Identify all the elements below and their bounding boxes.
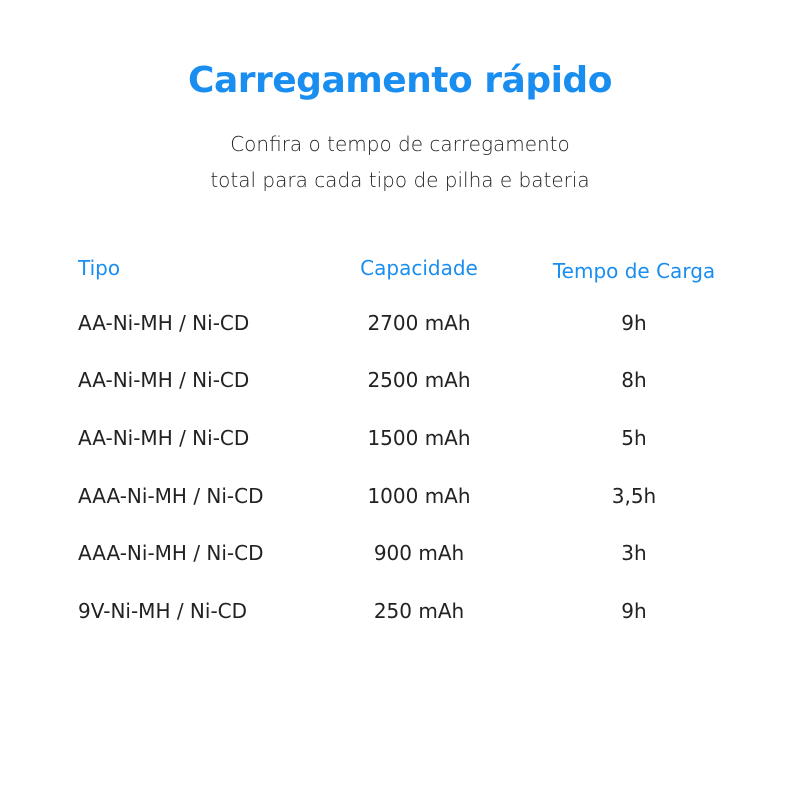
- cell-capacidade: 1000 mAh: [367, 484, 471, 508]
- cell-capacidade: 2700 mAh: [367, 311, 471, 335]
- cell-tipo: AA-Ni-MH / Ni-CD: [78, 426, 250, 450]
- cell-tempo: 3,5h: [611, 484, 657, 508]
- cell-tempo: 9h: [621, 599, 647, 623]
- cell-capacidade: 1500 mAh: [367, 426, 471, 450]
- cell-tipo: AAA-Ni-MH / Ni-CD: [78, 484, 264, 508]
- cell-tipo: AA-Ni-MH / Ni-CD: [78, 368, 250, 392]
- cell-tipo: 9V-Ni-MH / Ni-CD: [78, 599, 248, 623]
- cell-capacidade: 900 mAh: [373, 541, 465, 565]
- cell-tempo: 9h: [621, 311, 647, 335]
- cell-tempo: 8h: [621, 368, 647, 392]
- header-tipo: Tipo: [78, 256, 121, 280]
- header-capacidade: Capacidade: [360, 256, 478, 280]
- cell-tipo: AA-Ni-MH / Ni-CD: [78, 311, 250, 335]
- page-title: Carregamento rápido: [188, 60, 612, 101]
- cell-capacidade: 250 mAh: [373, 599, 465, 623]
- header-tempo: Tempo de Carga: [552, 259, 716, 283]
- cell-tipo: AAA-Ni-MH / Ni-CD: [78, 541, 264, 565]
- cell-tempo: 3h: [621, 541, 647, 565]
- cell-tempo: 5h: [621, 426, 647, 450]
- subtitle-line-2: total para cada tipo de pilha e bateria: [210, 168, 590, 192]
- subtitle-line-1: Confira o tempo de carregamento: [230, 132, 570, 156]
- cell-capacidade: 2500 mAh: [367, 368, 471, 392]
